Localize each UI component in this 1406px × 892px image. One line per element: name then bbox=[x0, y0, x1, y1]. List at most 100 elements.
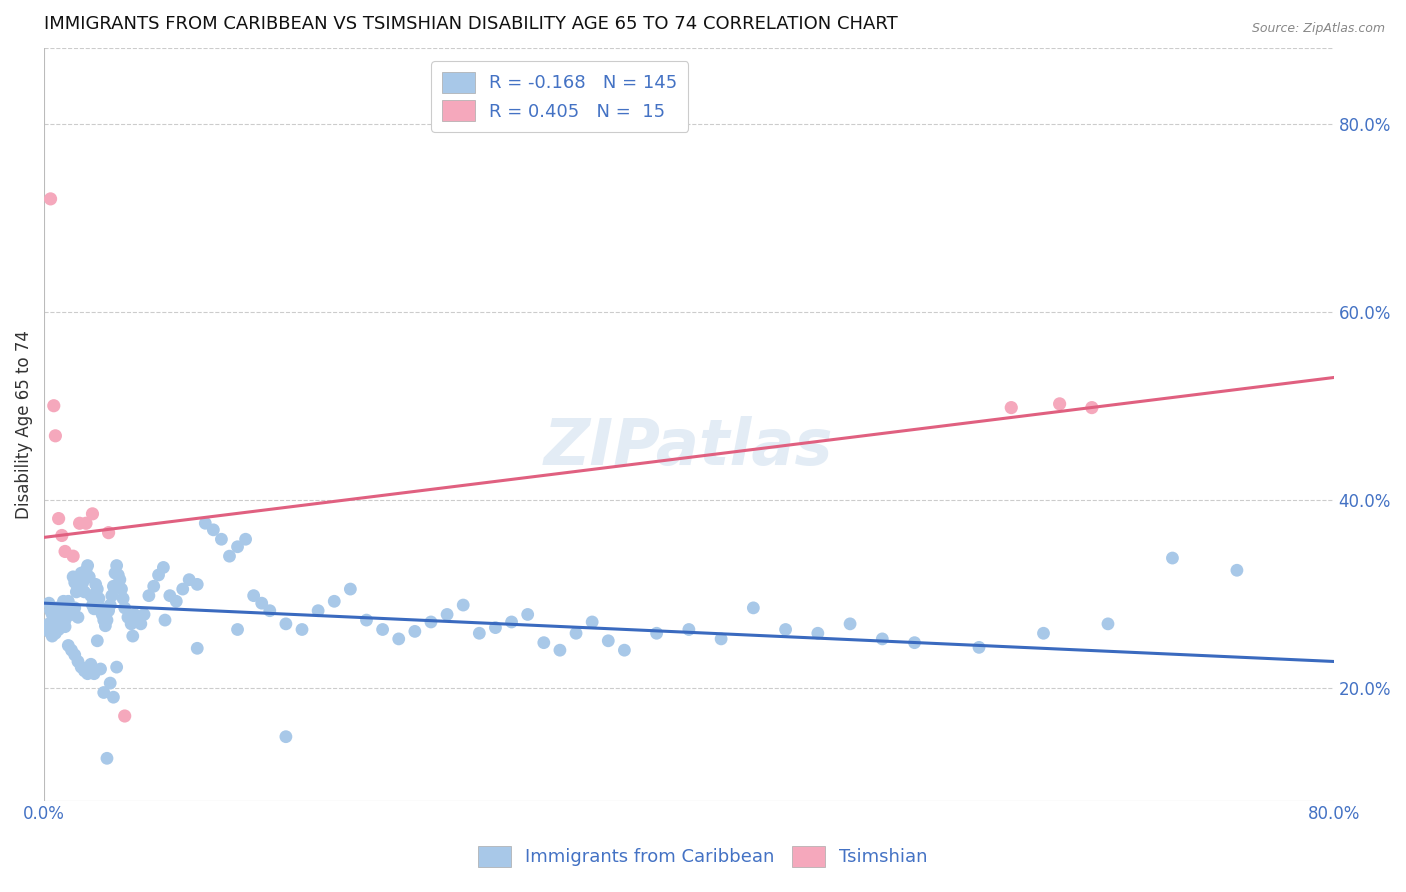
Point bbox=[41, 607, 63, 622]
Point bbox=[148, 568, 170, 582]
Point bbox=[124, 607, 146, 622]
Point bbox=[903, 635, 925, 649]
Point bbox=[138, 589, 160, 603]
Point bbox=[97, 525, 120, 540]
Point bbox=[129, 616, 152, 631]
Text: ZIPatlas: ZIPatlas bbox=[544, 416, 834, 478]
Point bbox=[83, 666, 105, 681]
Point bbox=[89, 662, 111, 676]
Point bbox=[60, 604, 83, 618]
Point bbox=[165, 594, 187, 608]
Point bbox=[51, 611, 73, 625]
Point bbox=[69, 516, 91, 531]
Point bbox=[44, 429, 66, 443]
Point bbox=[120, 616, 142, 631]
Point bbox=[59, 604, 82, 618]
Point bbox=[91, 607, 114, 622]
Point bbox=[1161, 551, 1184, 566]
Point bbox=[94, 619, 117, 633]
Point bbox=[152, 560, 174, 574]
Point bbox=[105, 660, 128, 674]
Point bbox=[484, 621, 506, 635]
Point bbox=[194, 516, 217, 531]
Point bbox=[548, 643, 571, 657]
Point bbox=[226, 540, 249, 554]
Point bbox=[678, 623, 700, 637]
Point bbox=[83, 602, 105, 616]
Point bbox=[259, 604, 281, 618]
Point bbox=[41, 626, 63, 640]
Point bbox=[110, 582, 132, 596]
Point bbox=[70, 660, 93, 674]
Point bbox=[323, 594, 346, 608]
Point bbox=[274, 616, 297, 631]
Point bbox=[69, 570, 91, 584]
Point bbox=[291, 623, 314, 637]
Point bbox=[1032, 626, 1054, 640]
Point bbox=[62, 570, 84, 584]
Point bbox=[76, 558, 98, 573]
Point bbox=[72, 575, 94, 590]
Point bbox=[235, 533, 257, 547]
Point bbox=[89, 600, 111, 615]
Point bbox=[468, 626, 491, 640]
Point bbox=[103, 690, 125, 705]
Point bbox=[218, 549, 240, 564]
Point bbox=[967, 640, 990, 655]
Point bbox=[1000, 401, 1022, 415]
Point bbox=[839, 616, 862, 631]
Point bbox=[58, 639, 80, 653]
Point bbox=[53, 613, 76, 627]
Legend: R = -0.168   N = 145, R = 0.405   N =  15: R = -0.168 N = 145, R = 0.405 N = 15 bbox=[432, 62, 689, 132]
Point bbox=[112, 591, 135, 606]
Point bbox=[179, 573, 201, 587]
Point bbox=[159, 589, 181, 603]
Point bbox=[98, 676, 121, 690]
Point bbox=[48, 511, 70, 525]
Point bbox=[60, 607, 83, 622]
Point bbox=[97, 604, 120, 618]
Point bbox=[242, 589, 264, 603]
Point bbox=[86, 582, 108, 596]
Point bbox=[77, 570, 100, 584]
Point bbox=[49, 607, 72, 622]
Point bbox=[66, 655, 89, 669]
Point bbox=[48, 623, 70, 637]
Point bbox=[872, 632, 894, 646]
Point bbox=[1226, 563, 1249, 577]
Point bbox=[80, 589, 103, 603]
Point bbox=[114, 709, 136, 723]
Point bbox=[53, 544, 76, 558]
Point bbox=[66, 579, 89, 593]
Point bbox=[172, 582, 194, 596]
Point bbox=[104, 566, 127, 580]
Point bbox=[101, 589, 124, 603]
Point bbox=[371, 623, 394, 637]
Point bbox=[51, 616, 73, 631]
Point bbox=[307, 604, 329, 618]
Point bbox=[105, 558, 128, 573]
Point bbox=[70, 566, 93, 580]
Point bbox=[48, 610, 70, 624]
Point bbox=[63, 648, 86, 662]
Point bbox=[250, 596, 273, 610]
Point bbox=[73, 585, 96, 599]
Point bbox=[80, 657, 103, 672]
Point bbox=[142, 579, 165, 593]
Point bbox=[645, 626, 668, 640]
Point bbox=[114, 600, 136, 615]
Point bbox=[108, 573, 131, 587]
Point bbox=[62, 549, 84, 564]
Point bbox=[107, 568, 129, 582]
Point bbox=[76, 666, 98, 681]
Point bbox=[404, 624, 426, 639]
Point bbox=[93, 685, 115, 699]
Point bbox=[388, 632, 411, 646]
Point bbox=[38, 596, 60, 610]
Point bbox=[451, 598, 474, 612]
Point bbox=[742, 600, 765, 615]
Point bbox=[202, 523, 225, 537]
Point bbox=[42, 399, 65, 413]
Point bbox=[58, 594, 80, 608]
Text: IMMIGRANTS FROM CARIBBEAN VS TSIMSHIAN DISABILITY AGE 65 TO 74 CORRELATION CHART: IMMIGRANTS FROM CARIBBEAN VS TSIMSHIAN D… bbox=[44, 15, 898, 33]
